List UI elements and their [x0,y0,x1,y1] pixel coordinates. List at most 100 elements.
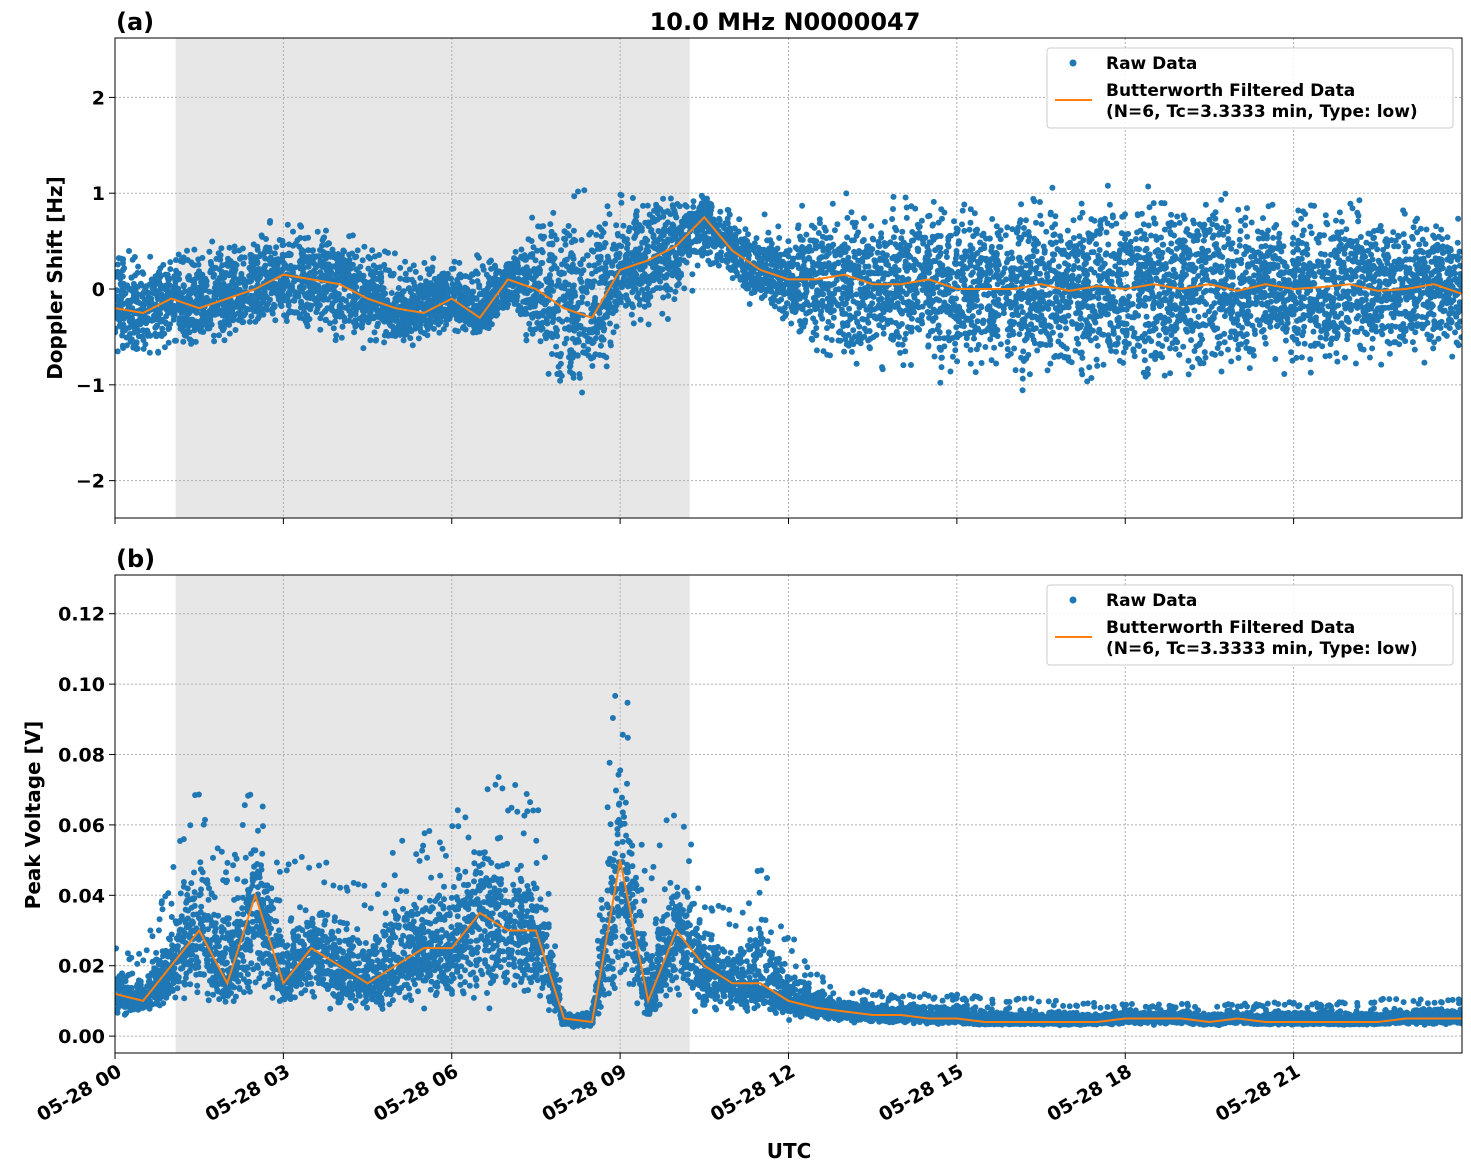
y-tick-label: −2 [76,471,105,493]
raw-data-point [408,328,415,335]
raw-data-point [967,302,974,309]
raw-data-point [820,291,827,298]
raw-data-point [350,299,356,306]
raw-data-point [122,290,129,297]
raw-data-point [938,354,945,361]
raw-data-point [715,262,722,269]
raw-data-point [309,293,316,300]
raw-data-point [828,337,835,343]
raw-data-point [425,292,432,299]
raw-data-point [182,320,189,327]
raw-data-point [281,297,288,304]
raw-data-point [870,293,877,300]
raw-data-point [775,223,782,230]
raw-data-point [724,206,731,213]
raw-data-point [881,218,888,225]
raw-data-point [213,255,220,262]
raw-data-point [607,342,614,349]
raw-data-point [198,288,205,295]
raw-data-point [590,248,597,255]
raw-data-point [271,250,278,257]
raw-data-point [597,316,603,323]
raw-data-point [823,334,830,341]
raw-data-point [528,238,535,244]
raw-data-point [849,219,856,226]
raw-data-point [851,314,858,321]
raw-data-point [743,274,750,281]
raw-data-point [157,294,164,301]
raw-data-point [257,251,264,258]
raw-data-point [786,288,793,295]
raw-data-point [934,326,941,333]
raw-data-point [341,257,348,263]
raw-data-point [248,259,255,266]
raw-data-point [529,330,536,337]
raw-data-point [590,301,597,308]
raw-data-point [342,267,349,274]
raw-data-point [582,332,589,339]
raw-data-point [866,312,873,319]
raw-data-point [456,259,463,266]
raw-data-point [603,363,610,370]
raw-data-point [659,310,666,317]
raw-data-point [261,288,268,295]
raw-data-point [287,251,294,258]
raw-data-point [972,303,979,309]
raw-data-point [160,261,167,268]
raw-data-point [898,321,905,327]
raw-data-point [395,285,402,291]
raw-data-point [596,352,603,358]
raw-data-point [128,316,135,323]
raw-data-point [778,296,785,303]
raw-data-point [284,221,291,228]
raw-data-point [536,323,543,330]
raw-data-point [319,311,325,317]
y-tick-label: 0 [92,279,105,301]
raw-data-point [830,307,837,314]
raw-data-point [572,322,579,329]
raw-data-point [452,327,459,334]
raw-data-point [673,214,680,221]
raw-data-point [843,291,850,298]
raw-data-point [226,330,233,337]
raw-data-point [133,340,140,347]
raw-data-point [175,251,182,258]
raw-data-point [381,307,387,314]
raw-data-point [902,348,909,355]
raw-data-point [206,248,213,255]
raw-data-point [645,290,652,297]
raw-data-point [612,284,619,291]
raw-data-point [955,271,962,278]
raw-data-point [213,291,220,298]
raw-data-point [165,326,172,332]
raw-data-point [421,316,428,323]
raw-data-point [146,349,153,356]
raw-data-point [813,347,820,354]
raw-data-point [347,265,354,272]
raw-data-point [304,279,311,286]
raw-data-point [323,227,329,234]
raw-data-point [739,263,746,270]
raw-data-point [209,309,216,316]
raw-data-point [381,339,388,346]
raw-data-point [208,261,215,268]
raw-data-point [295,292,302,299]
raw-data-point [678,230,685,236]
raw-data-point [499,271,506,278]
raw-data-point [367,271,374,278]
raw-data-point [297,304,304,311]
raw-data-point [660,227,667,234]
raw-data-point [439,270,446,277]
raw-data-point [842,300,849,307]
raw-data-point [296,284,303,290]
raw-data-point [454,289,461,296]
raw-data-point [882,290,889,297]
raw-data-point [281,312,288,319]
raw-data-point [665,292,672,299]
raw-data-point [378,315,384,322]
raw-data-point [879,250,886,257]
raw-data-point [115,255,122,262]
raw-data-point [265,282,272,289]
raw-data-point [409,276,415,283]
raw-data-point [667,226,674,232]
